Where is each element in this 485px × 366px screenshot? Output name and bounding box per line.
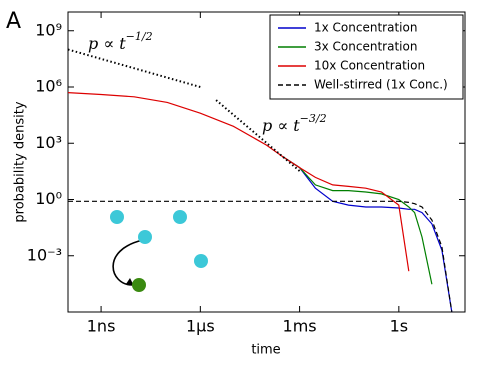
particle [194,254,208,268]
guide-line [215,99,301,172]
series-line [281,155,433,285]
inset-diagram [110,210,208,292]
y-tick-label: 10⁰ [35,189,62,208]
x-tick-label: 1ms [283,317,317,336]
annotation-exponent: −3/2 [300,112,327,125]
guide-annotation: p ∝ t−1/2 [88,30,153,53]
y-axis-label: probability density [13,101,28,222]
particle [138,230,152,244]
y-tick-label: 10³ [35,133,62,152]
legend-label: Well-stirred (1x Conc.) [314,78,448,92]
series-line [68,200,453,313]
plot-frame [67,11,466,313]
legend-label: 1x Concentration [314,21,417,35]
guide-annotation: p ∝ t−3/2 [262,112,327,135]
target [132,278,146,292]
series-line [67,92,410,272]
panel-label: A [6,9,21,34]
arrow [112,239,144,286]
legend-label: 3x Concentration [314,40,417,54]
legend-label: 10x Concentration [314,59,425,73]
guide-line [67,48,201,88]
arrow-head [126,278,134,286]
x-axis-label: time [251,343,280,358]
y-tick-label: 10⁻³ [27,245,62,264]
annotation-exponent: −1/2 [126,30,153,43]
x-tick-label: 1μs [186,317,215,336]
y-tick-label: 10⁹ [35,20,62,39]
annotation-text: p ∝ t [262,116,300,135]
particle [173,210,187,224]
x-tick-label: 1s [390,317,409,336]
annotation-text: p ∝ t [88,34,126,53]
y-tick-label: 10⁶ [35,77,62,96]
particle [110,210,124,224]
x-tick-label: 1ns [87,317,116,336]
series-line [281,155,453,313]
